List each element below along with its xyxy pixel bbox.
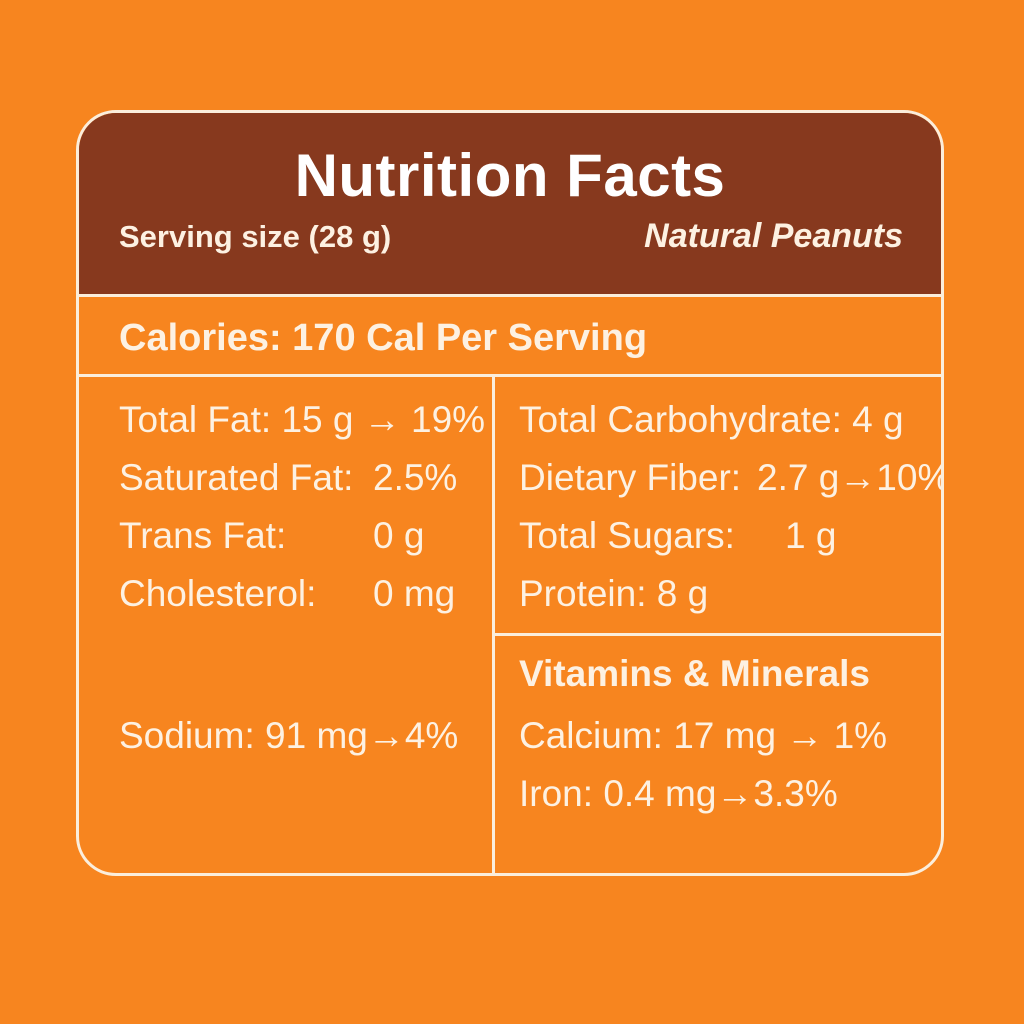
panel-header: Nutrition Facts Serving size (28 g) Natu… <box>79 113 941 297</box>
trans-fat-label: Trans Fat: <box>119 515 287 556</box>
total-carbohydrate-text: Total Carbohydrate: 4 g <box>519 399 904 440</box>
iron-text: Iron: 0.4 mg→3.3% <box>519 773 838 814</box>
cholesterol-value: 0 mg <box>373 573 456 614</box>
vitamins-divider <box>495 633 941 636</box>
protein-text: Protein: 8 g <box>519 573 709 614</box>
dietary-fiber-label: Dietary Fiber: <box>519 457 742 498</box>
column-divider <box>492 377 495 873</box>
total-sugars-label: Total Sugars: <box>519 515 735 556</box>
calcium-text: Calcium: 17 mg → 1% <box>519 715 888 756</box>
total-sugars-value: 1 g <box>785 515 837 556</box>
vitamins-heading: Vitamins & Minerals <box>519 653 870 694</box>
saturated-fat-value: 2.5% <box>373 457 458 498</box>
cholesterol-label: Cholesterol: <box>119 573 317 614</box>
trans-fat-value: 0 g <box>373 515 425 556</box>
page-title: Nutrition Facts <box>294 142 726 209</box>
calories-row: Calories: 170 Cal Per Serving <box>79 297 941 377</box>
product-name: Natural Peanuts <box>644 217 903 255</box>
nutrition-facts-panel: Nutrition Facts Serving size (28 g) Natu… <box>76 110 944 876</box>
serving-size: Serving size (28 g) <box>119 219 392 254</box>
saturated-fat-label: Saturated Fat: <box>119 457 354 498</box>
calories-text: Calories: 170 Cal Per Serving <box>119 317 648 359</box>
dietary-fiber-value: 2.7 g→10% <box>757 457 944 498</box>
sodium-text: Sodium: 91 mg→4% <box>119 715 459 756</box>
total-fat-text: Total Fat: 15 g → 19% <box>119 399 486 440</box>
